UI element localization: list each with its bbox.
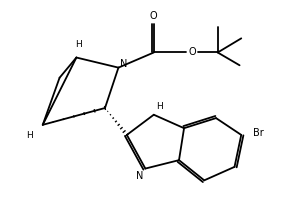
Text: H: H [156, 102, 163, 111]
Text: Br: Br [253, 128, 264, 138]
Text: N: N [136, 171, 143, 181]
Text: N: N [120, 59, 127, 69]
Text: H: H [27, 131, 33, 140]
Text: H: H [75, 40, 82, 49]
Text: O: O [189, 48, 196, 57]
Text: O: O [150, 11, 158, 21]
